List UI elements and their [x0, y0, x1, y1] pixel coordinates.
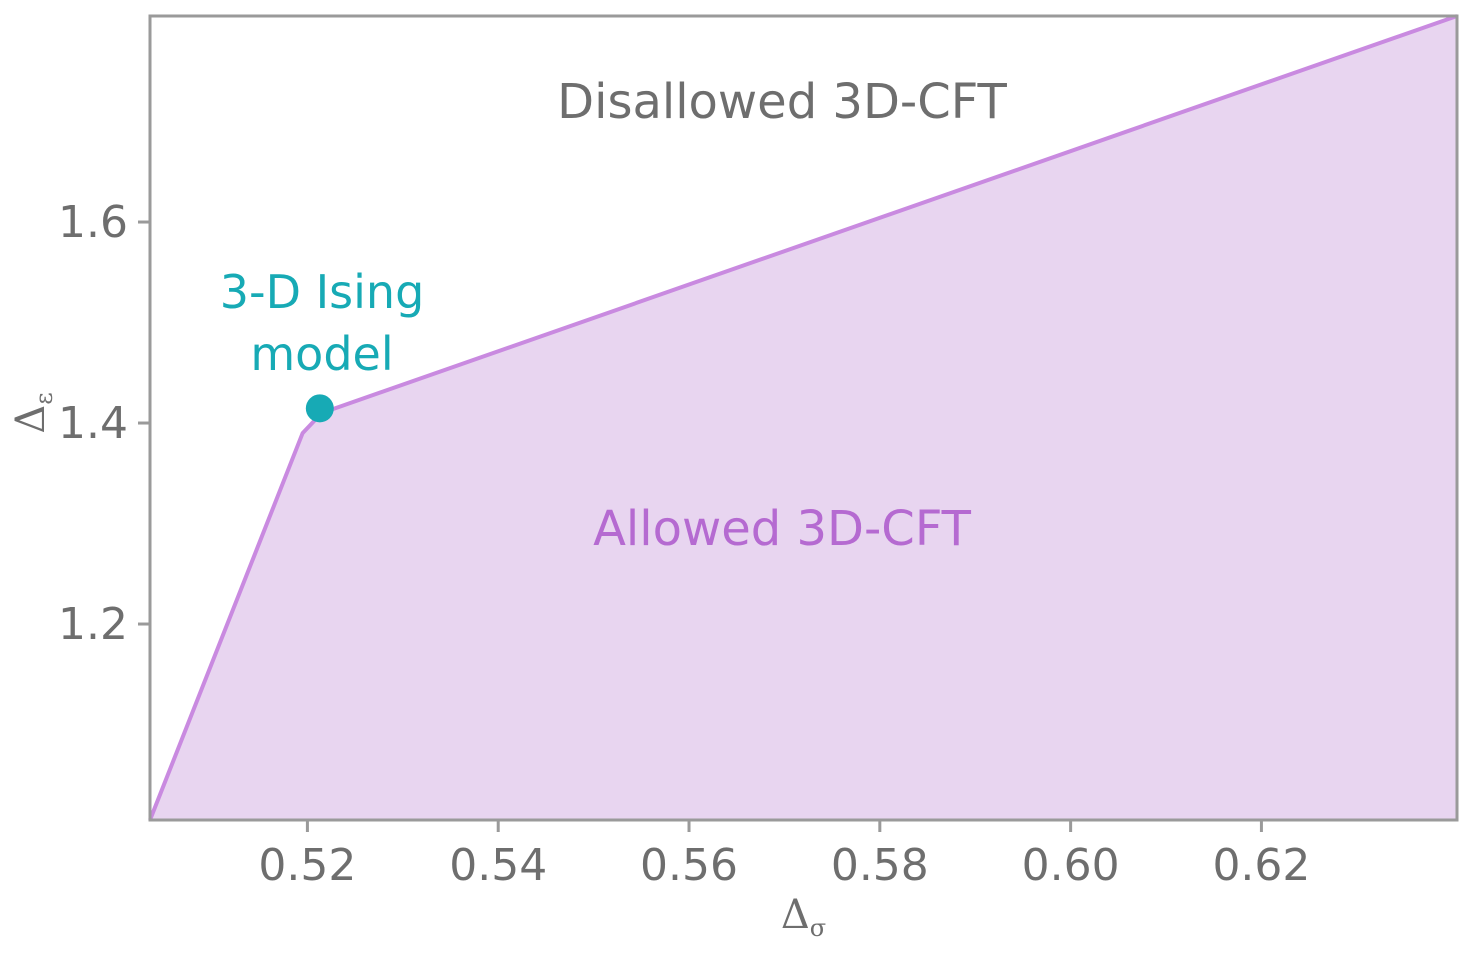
plot-area: [148, 14, 1458, 821]
y-tick-label: 1.2: [58, 599, 128, 650]
y-axis-label: Δε: [8, 392, 58, 433]
x-tick-label: 0.56: [640, 840, 738, 891]
x-axis-label: Δσ: [781, 892, 826, 942]
ising-label-line2: model: [250, 327, 393, 381]
axis-ticks: 0.52 0.54 0.56 0.58 0.60 0.62 1.2 1.4 1.6: [58, 197, 1310, 891]
x-tick-label: 0.58: [831, 840, 929, 891]
disallowed-region-label: Disallowed 3D-CFT: [557, 74, 1007, 130]
y-tick-label: 1.4: [58, 398, 128, 449]
x-tick-label: 0.60: [1022, 840, 1120, 891]
x-tick-label: 0.52: [258, 840, 356, 891]
plot-frame: [148, 14, 1459, 822]
y-tick-label: 1.6: [58, 197, 128, 248]
x-tick-label: 0.54: [449, 840, 547, 891]
x-tick-label: 0.62: [1212, 840, 1310, 891]
boundary-line: [148, 14, 1458, 821]
allowed-region: [150, 16, 1457, 820]
ising-label-line1: 3-D Ising: [220, 265, 425, 319]
allowed-region-label: Allowed 3D-CFT: [593, 501, 971, 557]
ising-point: [305, 394, 334, 423]
